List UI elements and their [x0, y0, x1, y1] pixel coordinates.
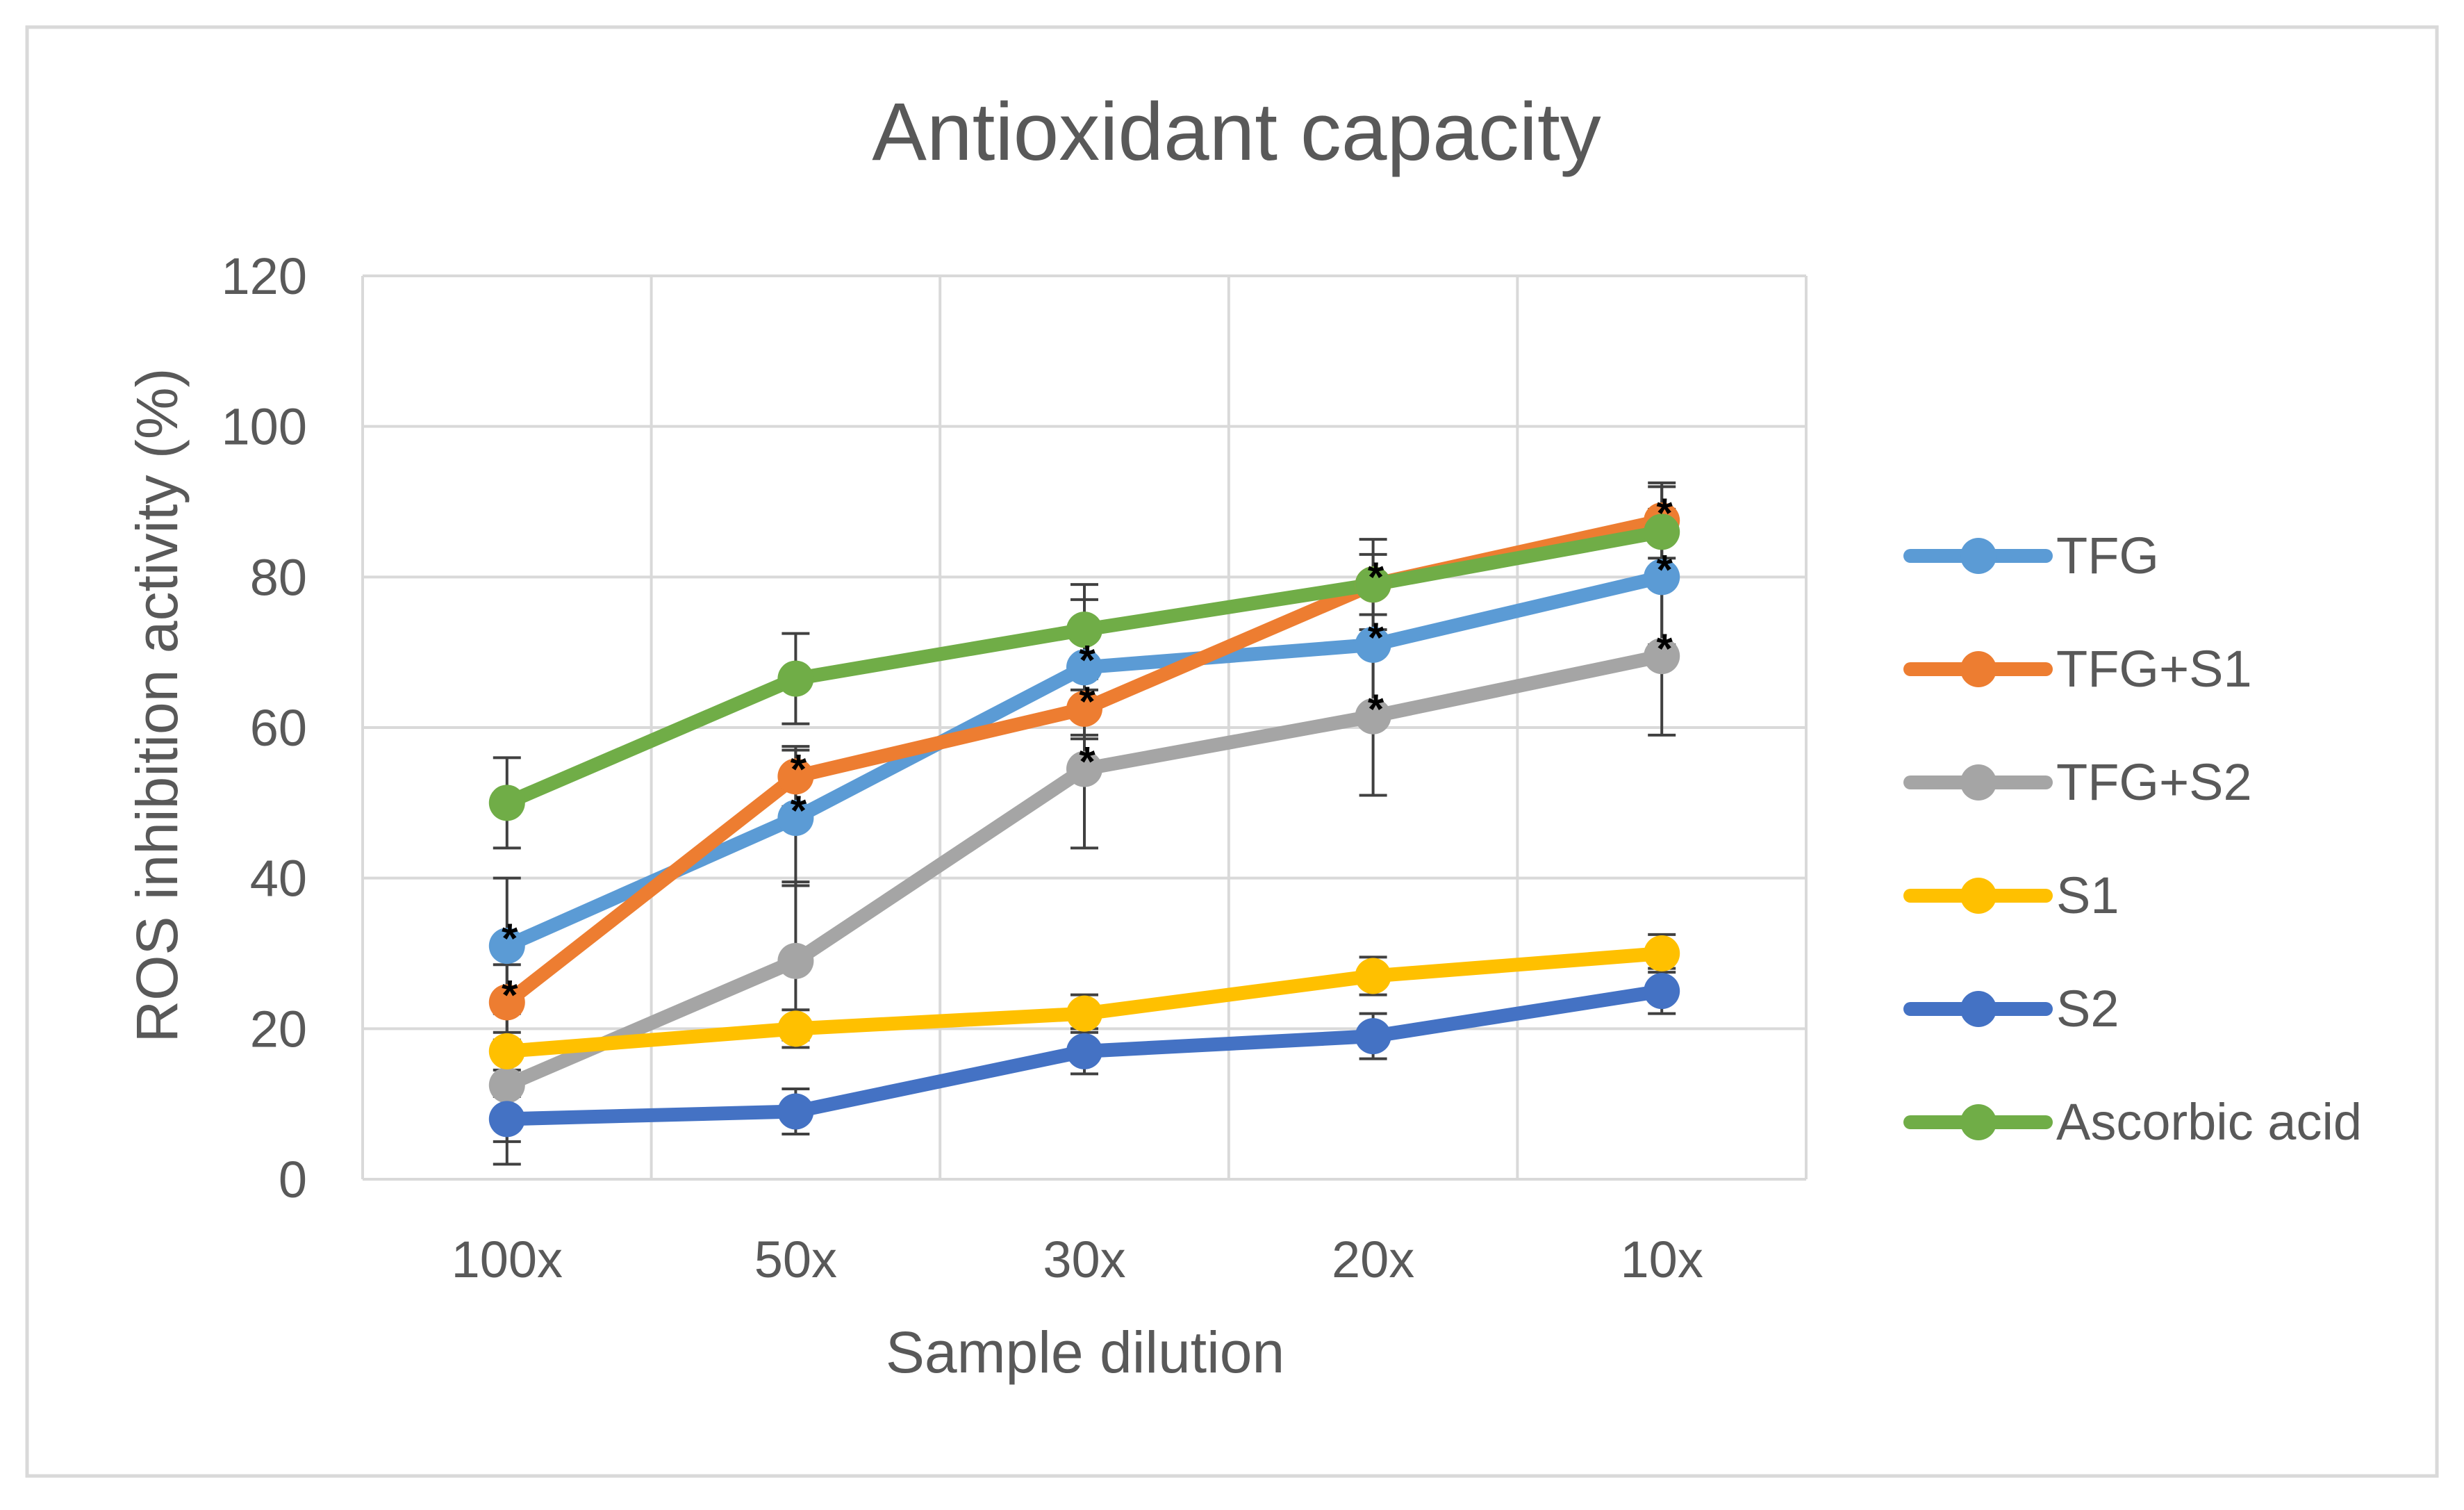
data-point-s2: [1644, 973, 1680, 1010]
data-point-tfg: [1066, 649, 1102, 686]
data-point-ascorbic-acid: [1644, 514, 1680, 550]
y-tick-label: 100: [222, 398, 307, 456]
y-tick-label: 80: [250, 548, 307, 606]
y-axis-label: ROS inhibition activity (%): [124, 368, 190, 1043]
x-tick-label: 50x: [754, 1231, 837, 1288]
data-point-s1: [1066, 995, 1102, 1032]
data-point-tfg-s1: [488, 984, 525, 1021]
legend-swatch-marker-s2: [1960, 991, 1996, 1027]
data-point-s1: [1644, 935, 1680, 971]
y-tick-label: 120: [222, 247, 307, 305]
data-point-ascorbic-acid: [1066, 612, 1102, 648]
legend: TFG TFG+S1 TFG+S2 S1 S2 Ascorbic acid: [1903, 527, 2362, 1151]
significance-asterisk: *: [1079, 678, 1095, 725]
chart-title: Antioxidant capacity: [872, 86, 1601, 178]
data-point-tfg-s2: [1066, 750, 1102, 787]
significance-asterisk: *: [791, 787, 807, 834]
significance-asterisk: *: [502, 971, 518, 1018]
significance-asterisk: *: [1657, 490, 1673, 536]
x-tick-labels: 100x 50x 30x 20x 10x: [452, 1231, 1703, 1288]
legend-label-tfg: TFG: [2056, 527, 2159, 584]
significance-asterisk: *: [1368, 686, 1384, 732]
data-point-s2: [488, 1101, 525, 1138]
data-point-tfg-s2: [1355, 698, 1391, 735]
x-tick-label: 100x: [452, 1231, 563, 1288]
legend-label-s1: S1: [2056, 867, 2119, 924]
x-tick-label: 10x: [1621, 1231, 1703, 1288]
significance-asterisk: *: [1657, 546, 1673, 593]
legend-swatch-marker-tfg-s1: [1960, 651, 1996, 687]
y-tick-label: 0: [279, 1151, 307, 1208]
legend-label-ascorbic-acid: Ascorbic acid: [2056, 1093, 2362, 1151]
legend-label-s2: S2: [2056, 980, 2119, 1037]
y-tick-label: 40: [250, 850, 307, 908]
y-tick-label: 60: [250, 699, 307, 757]
data-point-tfg-s1: [1066, 690, 1102, 727]
data-point-ascorbic-acid: [488, 785, 525, 821]
data-point-tfg-s2: [777, 942, 814, 979]
significance-asterisk: *: [1657, 625, 1673, 672]
grid: [361, 274, 1808, 1181]
x-tick-label: 30x: [1043, 1231, 1125, 1288]
data-point-tfg: [1355, 626, 1391, 663]
data-point-tfg-s1: [777, 758, 814, 795]
series-points: [488, 502, 1680, 1138]
x-tick-label: 20x: [1332, 1231, 1414, 1288]
y-tick-labels: 0 20 40 60 80 100 120: [222, 247, 307, 1208]
data-point-tfg: [1644, 559, 1680, 596]
legend-label-tfg-s2: TFG+S2: [2056, 753, 2252, 811]
significance-asterisk: *: [1079, 637, 1095, 683]
data-point-s2: [1066, 1033, 1102, 1069]
data-point-tfg: [488, 928, 525, 965]
legend-swatch-marker-tfg: [1960, 538, 1996, 574]
x-axis-label: Sample dilution: [886, 1320, 1284, 1385]
data-point-s2: [777, 1093, 814, 1130]
legend-swatch-marker-s1: [1960, 878, 1996, 914]
data-point-s1: [777, 1010, 814, 1047]
chart-frame: [25, 25, 2439, 1478]
data-point-tfg-s2: [488, 1067, 525, 1103]
significance-asterisk: *: [791, 746, 807, 792]
significance-asterisk: *: [1368, 614, 1384, 661]
significance-asterisk: *: [1368, 554, 1384, 600]
significance-annotations: *** **********: [502, 490, 1673, 1018]
legend-label-tfg-s1: TFG+S1: [2056, 640, 2252, 698]
data-point-tfg-s2: [1644, 638, 1680, 675]
data-point-ascorbic-acid: [1355, 566, 1391, 603]
significance-asterisk: *: [1079, 739, 1095, 785]
data-point-s2: [1355, 1018, 1391, 1055]
y-tick-label: 20: [250, 1000, 307, 1058]
data-point-ascorbic-acid: [777, 660, 814, 697]
significance-asterisk: *: [502, 915, 518, 962]
data-point-tfg: [777, 800, 814, 836]
legend-swatch-marker-ascorbic-acid: [1960, 1104, 1996, 1140]
data-point-s1: [488, 1033, 525, 1069]
data-point-s1: [1355, 958, 1391, 994]
legend-swatch-marker-tfg-s2: [1960, 764, 1996, 801]
